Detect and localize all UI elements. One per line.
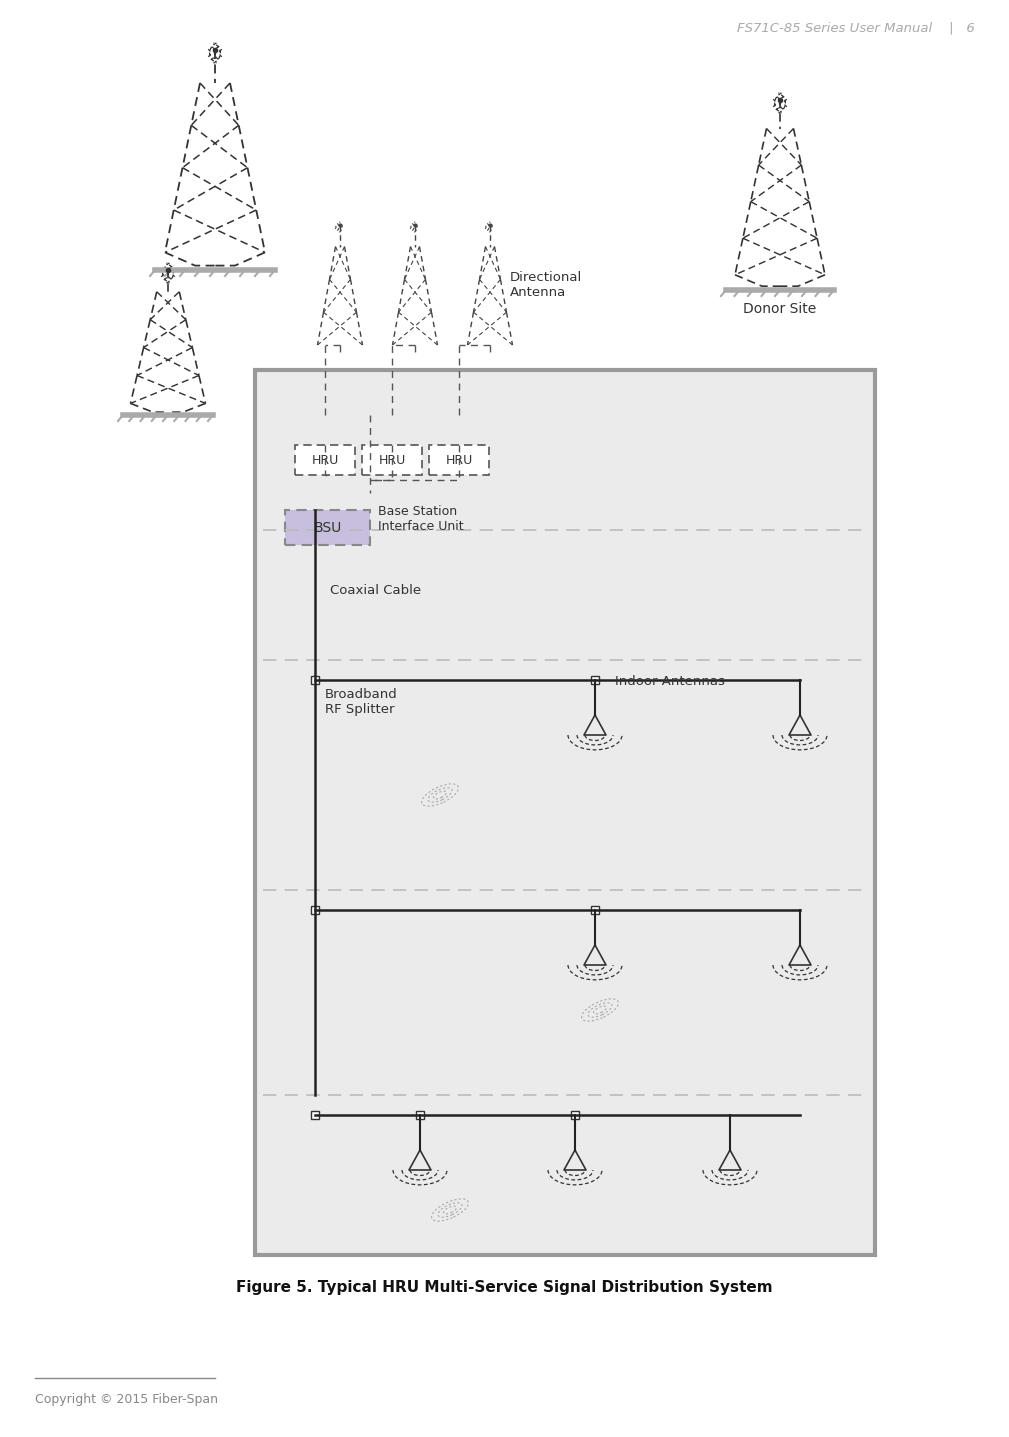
Text: BSU: BSU (314, 520, 342, 535)
Bar (311, 675, 319, 684)
Bar (591, 905, 599, 914)
Text: Base Station
Interface Unit: Base Station Interface Unit (378, 504, 463, 533)
Bar (416, 1111, 424, 1119)
Bar (311, 905, 319, 914)
Text: Directional
Antenna: Directional Antenna (510, 272, 582, 299)
Text: FS71C-85 Series User Manual    |   6: FS71C-85 Series User Manual | 6 (738, 22, 975, 34)
Bar (295, 445, 355, 476)
Bar (429, 445, 489, 476)
Bar (285, 510, 370, 545)
Bar (362, 445, 422, 476)
Text: HRU: HRU (312, 454, 339, 467)
Text: HRU: HRU (378, 454, 406, 467)
Bar (311, 1111, 319, 1119)
Bar (255, 369, 875, 1255)
Text: Copyright © 2015 Fiber-Span: Copyright © 2015 Fiber-Span (35, 1392, 218, 1405)
Text: Broadband
RF Splitter: Broadband RF Splitter (325, 688, 398, 716)
Bar (591, 675, 599, 684)
Text: Donor Site: Donor Site (744, 302, 816, 316)
Text: Coaxial Cable: Coaxial Cable (330, 583, 421, 596)
Text: HRU: HRU (445, 454, 472, 467)
Bar (571, 1111, 579, 1119)
Text: Indoor Antennas: Indoor Antennas (615, 675, 724, 688)
Text: Figure 5. Typical HRU Multi-Service Signal Distribution System: Figure 5. Typical HRU Multi-Service Sign… (236, 1280, 772, 1295)
